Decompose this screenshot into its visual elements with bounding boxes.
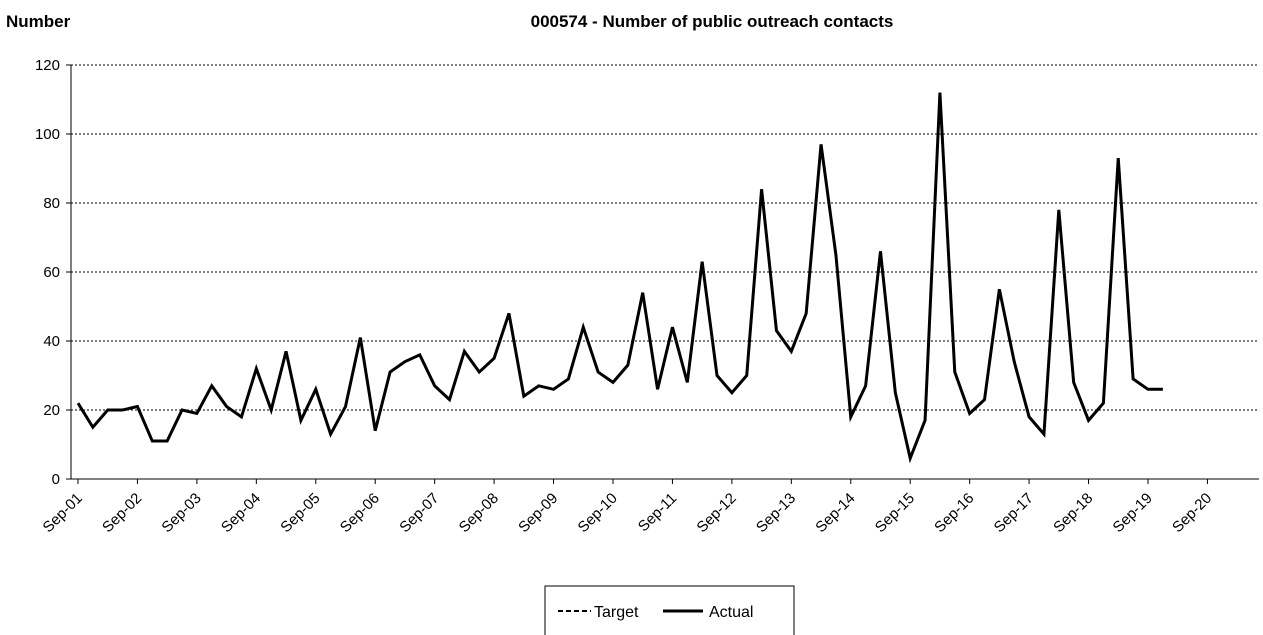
y-tick-label: 60 bbox=[43, 264, 60, 281]
x-tick-label: Sep-13 bbox=[753, 490, 799, 536]
x-tick-label: Sep-09 bbox=[515, 490, 561, 536]
x-tick-label: Sep-10 bbox=[575, 490, 621, 536]
x-tick-label: Sep-20 bbox=[1169, 490, 1215, 536]
x-tick-label: Sep-16 bbox=[931, 490, 977, 536]
y-axis-label: Number bbox=[6, 12, 71, 31]
legend-target-label: Target bbox=[594, 604, 639, 621]
x-tick-label: Sep-08 bbox=[456, 490, 502, 536]
x-tick-label: Sep-11 bbox=[635, 490, 680, 535]
x-tick-label: Sep-06 bbox=[337, 490, 383, 536]
axes bbox=[66, 64, 1259, 484]
x-tick-label: Sep-03 bbox=[158, 490, 204, 536]
y-tick-label: 80 bbox=[43, 195, 60, 212]
x-tick-label: Sep-18 bbox=[1050, 490, 1096, 536]
y-tick-label: 0 bbox=[52, 471, 60, 488]
x-tick-label: Sep-02 bbox=[99, 490, 145, 536]
legend-actual-label: Actual bbox=[709, 604, 753, 621]
x-tick-label: Sep-19 bbox=[1110, 490, 1156, 536]
x-tick-label: Sep-14 bbox=[812, 490, 858, 536]
series-lines bbox=[76, 92, 1163, 464]
x-tick-label: Sep-05 bbox=[277, 490, 323, 536]
x-tick-label: Sep-07 bbox=[396, 490, 442, 536]
x-tick-label: Sep-04 bbox=[218, 490, 264, 536]
x-tick-label: Sep-01 bbox=[40, 490, 86, 536]
y-tick-label: 40 bbox=[43, 333, 60, 350]
x-tick-label: Sep-17 bbox=[991, 490, 1037, 536]
y-tick-labels: 0 20 40 60 80 100 120 bbox=[35, 57, 60, 488]
y-tick-label: 100 bbox=[35, 126, 60, 143]
y-tick-label: 120 bbox=[35, 57, 60, 74]
x-tick-label: Sep-15 bbox=[872, 490, 918, 536]
y-tick-label: 20 bbox=[43, 402, 60, 419]
x-tick-labels: Sep-01 Sep-02 Sep-03 Sep-04 Sep-05 Sep-06 Sep-… bbox=[40, 490, 1216, 536]
gridlines bbox=[71, 64, 1259, 411]
legend: Target Actual bbox=[544, 585, 795, 635]
series-line-actual bbox=[76, 92, 1163, 464]
chart-title: 000574 - Number of public outreach conta… bbox=[531, 12, 894, 31]
x-tick-label: Sep-12 bbox=[693, 490, 739, 536]
